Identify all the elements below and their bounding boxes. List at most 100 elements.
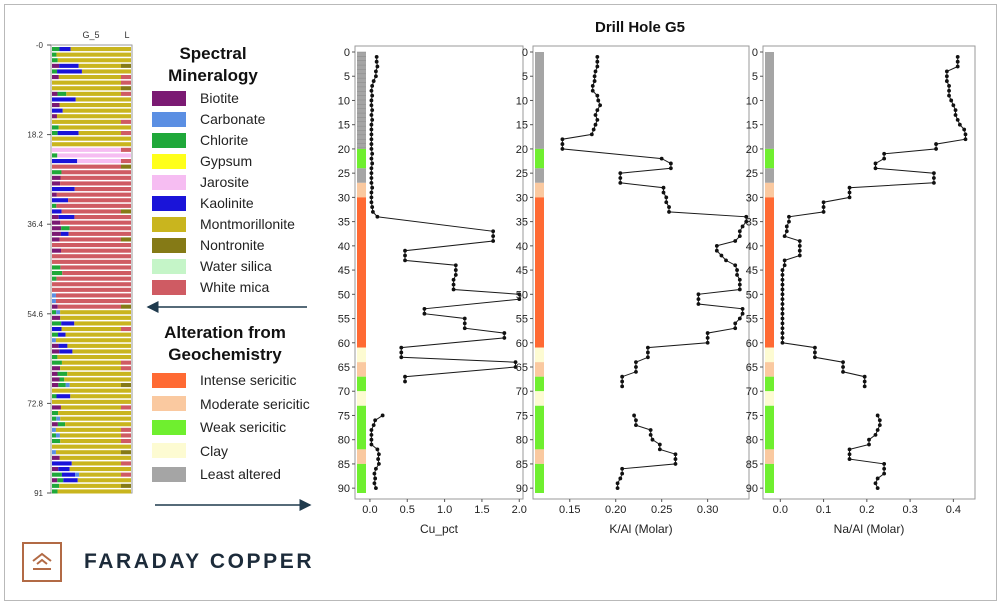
y-tick-label: 0 — [752, 47, 758, 59]
strip-log-segment — [52, 293, 56, 298]
strip-log-segment — [52, 91, 58, 96]
data-point — [847, 457, 852, 461]
strip-log-segment — [55, 299, 132, 304]
strip-log-segment — [74, 187, 121, 192]
data-point — [634, 369, 638, 374]
data-point — [673, 457, 678, 461]
alteration-band — [357, 347, 366, 363]
y-tick-label: 60 — [746, 338, 758, 350]
chart-title: Drill Hole G5 — [595, 19, 685, 36]
data-point — [841, 365, 845, 369]
data-point — [737, 277, 742, 282]
strip-log-segment — [60, 231, 69, 236]
y-tick-label: 80 — [516, 435, 528, 447]
data-point — [369, 156, 374, 161]
data-point — [875, 428, 880, 432]
data-point — [661, 185, 666, 190]
strip-log-segment — [68, 231, 121, 236]
data-point — [877, 423, 882, 428]
data-point — [735, 273, 739, 277]
spectral-legend-item-carbonate: Carbonate — [152, 109, 265, 129]
alteration-legend-item-least-altered: Least altered — [152, 464, 281, 484]
data-point — [847, 195, 852, 200]
strip-log-segment — [61, 360, 121, 365]
strip-log-segment — [52, 192, 57, 197]
data-point — [620, 466, 625, 471]
strip-log-segment — [71, 461, 121, 466]
y-tick-label: 40 — [516, 241, 528, 253]
strip-log-segment — [121, 91, 131, 96]
data-point — [934, 147, 938, 151]
y-tick-label: 5 — [522, 71, 528, 83]
data-point — [513, 360, 518, 365]
alteration-band — [535, 391, 544, 406]
data-point — [491, 229, 496, 234]
data-point — [618, 171, 623, 176]
strip-log-segment — [52, 226, 62, 231]
y-tick-label: 20 — [516, 144, 528, 156]
data-point — [696, 292, 701, 297]
data-point — [403, 374, 407, 379]
legend-swatch — [152, 466, 186, 482]
alteration-band — [765, 376, 774, 392]
data-point — [882, 462, 887, 466]
data-point — [369, 147, 374, 151]
alteration-band — [765, 362, 774, 377]
data-point — [696, 297, 701, 302]
y-tick-label: 45 — [338, 265, 350, 277]
strip-log-depth-tick: 54.6 — [27, 310, 43, 319]
data-point — [882, 466, 887, 471]
logo-mark-icon — [22, 542, 62, 582]
data-point — [369, 190, 374, 195]
y-tick-label: 20 — [746, 144, 758, 156]
data-point — [380, 413, 385, 418]
data-point — [735, 268, 739, 272]
strip-log-segment — [52, 338, 56, 343]
strip-log-segment — [60, 181, 132, 186]
data-point — [370, 185, 375, 190]
x-axis-label: Na/Al (Molar) — [834, 522, 905, 536]
data-point — [657, 447, 662, 452]
spectral-legend-item-white-mica: White mica — [152, 277, 269, 297]
data-point — [744, 214, 749, 219]
data-point — [374, 59, 379, 64]
strip-log-segment — [52, 315, 61, 320]
y-tick-label: 80 — [338, 435, 350, 447]
data-point — [947, 84, 951, 88]
data-point — [618, 180, 623, 185]
spectral-legend-item-water-silica: Water silica — [152, 256, 272, 276]
strip-log-segment — [52, 472, 62, 477]
strip-log-segment — [52, 467, 59, 472]
alteration-band — [357, 52, 366, 149]
strip-log-segment — [52, 58, 58, 63]
legend-label: White mica — [200, 279, 270, 295]
legend-swatch — [152, 90, 186, 106]
strip-log-segment — [58, 75, 121, 80]
strip-log-depth-tick: 18.2 — [27, 131, 43, 140]
chart-panel-3: 0 5 10 15 20 25 30 35 40 45 50 55 60 65 70 75 80 85 90 0.0 0… — [746, 45, 976, 536]
y-tick-label: 90 — [516, 483, 528, 495]
strip-log-depth-tick: 36.4 — [27, 220, 43, 229]
strip-log-segment — [61, 472, 76, 477]
strip-log-segment — [61, 248, 131, 253]
data-point — [664, 200, 669, 205]
legend-swatch — [152, 195, 186, 211]
data-point — [369, 113, 374, 117]
data-point — [705, 336, 710, 340]
data-point — [821, 210, 826, 214]
x-tick-label: 0.15 — [559, 504, 580, 516]
data-point — [661, 190, 666, 195]
strip-log-segment — [57, 58, 131, 63]
data-point — [595, 117, 600, 122]
strip-log-segment — [65, 422, 131, 427]
strip-log-segment — [57, 131, 79, 136]
strip-log-segment — [121, 360, 131, 365]
strip-log-segment — [52, 310, 57, 315]
data-point — [620, 379, 625, 384]
strip-log-segment — [52, 399, 131, 404]
data-point — [813, 355, 817, 360]
strip-log-segment — [121, 175, 131, 180]
strip-log-segment — [52, 422, 58, 427]
data-point — [740, 311, 745, 316]
